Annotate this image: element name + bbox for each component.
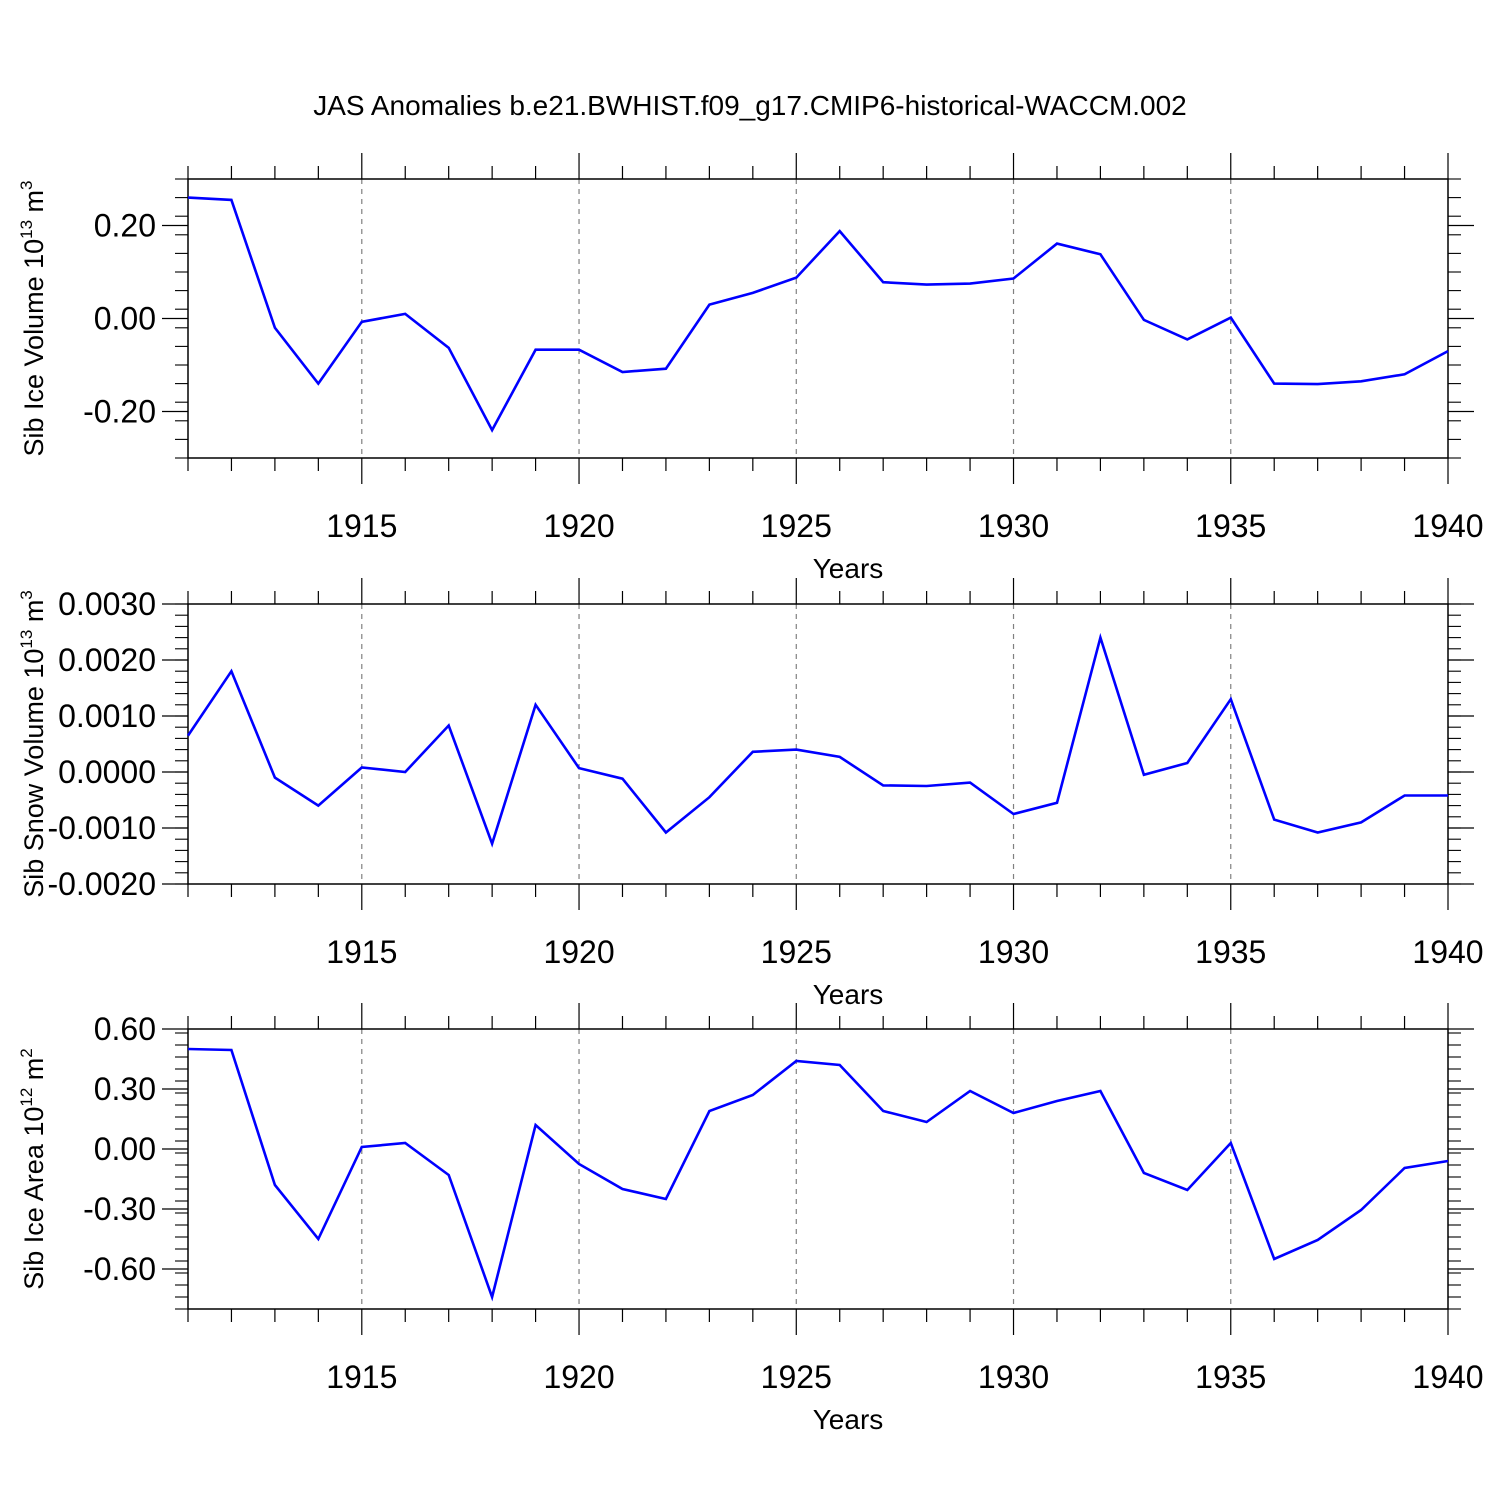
x-tick-label: 1940 — [1412, 1359, 1483, 1395]
y-axis-label: Sib Ice Area 1012 m2 — [17, 1048, 49, 1290]
x-tick-label: 1920 — [543, 508, 614, 544]
x-tick-label: 1920 — [543, 1359, 614, 1395]
x-tick-label: 1915 — [326, 1359, 397, 1395]
plot-frame — [187, 603, 1449, 885]
y-tick-label: 0.0000 — [58, 754, 156, 790]
x-tick-label: 1920 — [543, 934, 614, 970]
y-tick-label: -0.0020 — [47, 866, 156, 902]
x-tick-label: 1925 — [761, 1359, 832, 1395]
x-tick-label: 1915 — [326, 934, 397, 970]
x-tick-label: 1930 — [978, 934, 1049, 970]
y-axis-label: Sib Snow Volume 1013 m3 — [17, 590, 49, 898]
x-tick-label: 1935 — [1195, 934, 1266, 970]
x-tick-label: 1940 — [1412, 508, 1483, 544]
x-tick-label: 1925 — [761, 934, 832, 970]
panel-3: 0.60 0.30 0.00 -0.30 -0.60 1915 1920 1925 1930 19… — [17, 1003, 1484, 1435]
y-tick-label: 0.30 — [94, 1071, 156, 1107]
y-tick-label: -0.0010 — [47, 810, 156, 846]
y-tick-label: 0.60 — [94, 1011, 156, 1047]
y-tick-label: 0.0010 — [58, 698, 156, 734]
x-tick-label: 1940 — [1412, 934, 1483, 970]
x-tick-label: 1930 — [978, 1359, 1049, 1395]
x-axis-label: Years — [813, 553, 884, 584]
x-tick-label: 1930 — [978, 508, 1049, 544]
y-tick-label: -0.20 — [83, 394, 156, 430]
y-tick-label: 0.0030 — [58, 586, 156, 622]
y-tick-label: 0.00 — [94, 1131, 156, 1167]
x-tick-label: 1935 — [1195, 508, 1266, 544]
series-line — [186, 632, 1448, 848]
series-line — [187, 196, 1449, 433]
y-tick-label: -0.60 — [83, 1251, 156, 1287]
series-line — [187, 1047, 1449, 1302]
y-tick-label: 0.0020 — [58, 642, 156, 678]
x-axis-label: Years — [813, 979, 884, 1010]
x-tick-label: 1915 — [326, 508, 397, 544]
y-axis-label: Sib Ice Volume 1013 m3 — [17, 180, 49, 456]
x-axis-label: Years — [813, 1404, 884, 1435]
plot-frame — [187, 1028, 1449, 1310]
x-tick-label: 1925 — [761, 508, 832, 544]
panel-1: 0.20 0.00 -0.20 1915 1920 1925 1930 1935 1940 Yea… — [17, 153, 1484, 584]
panel-2: 0.0030 0.0020 0.0010 0.0000 -0.0010 -0.0020 19… — [17, 578, 1484, 1010]
y-tick-label: 0.20 — [94, 208, 156, 244]
y-tick-label: 0.00 — [94, 301, 156, 337]
x-tick-label: 1935 — [1195, 1359, 1266, 1395]
chart-title: JAS Anomalies b.e21.BWHIST.f09_g17.CMIP6… — [313, 90, 1187, 121]
y-tick-label: -0.30 — [83, 1191, 156, 1227]
